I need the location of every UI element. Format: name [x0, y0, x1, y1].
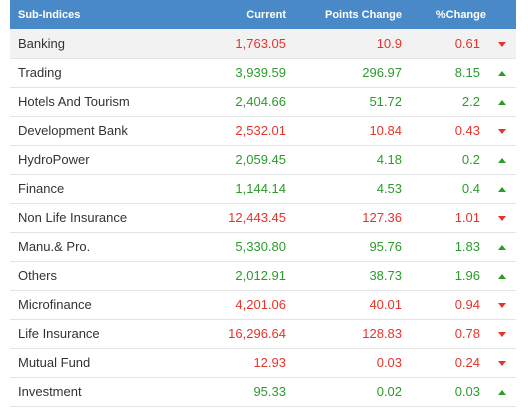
- points-change-value: 0.03: [376, 355, 402, 370]
- table-row[interactable]: Others 2,012.91 38.73 1.96: [10, 261, 516, 290]
- current-value: 16,296.64: [228, 326, 286, 341]
- table-row[interactable]: Life Insurance 16,296.64 128.83 0.78: [10, 319, 516, 348]
- up-arrow-icon: [498, 187, 506, 193]
- points-change-value: 40.01: [369, 297, 402, 312]
- sub-index-name[interactable]: Trading: [18, 65, 62, 80]
- pct-change-value: 1.01: [454, 210, 480, 225]
- pct-change-value: 0.78: [454, 326, 480, 341]
- sub-indices-table-container: Sub-Indices Current Points Change %Chang…: [10, 0, 516, 407]
- current-value: 2,012.91: [235, 268, 286, 283]
- table-row[interactable]: Mutual Fund 12.93 0.03 0.24: [10, 348, 516, 377]
- down-arrow-icon: [498, 332, 506, 338]
- down-arrow-icon: [498, 303, 506, 309]
- triangle-up-icon: [488, 174, 516, 203]
- column-header-points-change[interactable]: Points Change: [324, 8, 402, 21]
- up-arrow-icon: [498, 245, 506, 251]
- pct-change-value: 0.94: [454, 297, 480, 312]
- triangle-up-icon: [488, 87, 516, 116]
- current-value: 95.33: [253, 384, 286, 399]
- triangle-up-icon: [488, 377, 516, 406]
- table-row[interactable]: Finance 1,144.14 4.53 0.4: [10, 174, 516, 203]
- pct-change-value: 0.03: [454, 384, 480, 399]
- table-row[interactable]: Banking 1,763.05 10.9 0.61: [10, 29, 516, 58]
- table-row[interactable]: Manu.& Pro. 5,330.80 95.76 1.83: [10, 232, 516, 261]
- triangle-down-icon: [488, 116, 516, 145]
- sub-indices-table: Sub-Indices Current Points Change %Chang…: [10, 0, 516, 407]
- sub-index-name[interactable]: Finance: [18, 181, 65, 196]
- sub-index-name[interactable]: Hotels And Tourism: [18, 94, 130, 109]
- sub-index-name[interactable]: Non Life Insurance: [18, 210, 128, 225]
- sub-index-name[interactable]: Manu.& Pro.: [18, 239, 91, 254]
- down-arrow-icon: [498, 361, 506, 367]
- table-row[interactable]: Microfinance 4,201.06 40.01 0.94: [10, 290, 516, 319]
- current-value: 3,939.59: [235, 65, 286, 80]
- pct-change-value: 1.83: [454, 239, 480, 254]
- pct-change-value: 0.43: [454, 123, 480, 138]
- points-change-value: 51.72: [369, 94, 402, 109]
- current-value: 2,532.01: [235, 123, 286, 138]
- triangle-up-icon: [488, 232, 516, 261]
- pct-change-value: 1.96: [454, 268, 480, 283]
- sub-index-name[interactable]: HydroPower: [18, 152, 90, 167]
- current-value: 5,330.80: [235, 239, 286, 254]
- table-row[interactable]: Trading 3,939.59 296.97 8.15: [10, 58, 516, 87]
- current-value: 1,763.05: [235, 35, 286, 51]
- up-arrow-icon: [498, 390, 506, 396]
- sub-index-name[interactable]: Mutual Fund: [18, 355, 91, 370]
- table-row[interactable]: HydroPower 2,059.45 4.18 0.2: [10, 145, 516, 174]
- sub-index-name[interactable]: Development Bank: [18, 123, 128, 138]
- column-header-pct-change[interactable]: %Change: [435, 8, 486, 21]
- points-change-value: 296.97: [362, 65, 402, 80]
- table-header-row: Sub-Indices Current Points Change %Chang…: [10, 0, 516, 29]
- sub-index-name[interactable]: Banking: [18, 35, 65, 51]
- points-change-value: 127.36: [362, 210, 402, 225]
- points-change-value: 4.18: [376, 152, 402, 167]
- up-arrow-icon: [498, 158, 506, 164]
- pct-change-value: 0.4: [461, 181, 480, 196]
- table-row[interactable]: Development Bank 2,532.01 10.84 0.43: [10, 116, 516, 145]
- points-change-value: 10.9: [376, 35, 402, 51]
- triangle-down-icon: [488, 29, 516, 58]
- up-arrow-icon: [498, 274, 506, 280]
- table-body: Banking 1,763.05 10.9 0.61 Trading 3,939.59 29…: [10, 29, 516, 406]
- table-row[interactable]: Hotels And Tourism 2,404.66 51.72 2.2: [10, 87, 516, 116]
- current-value: 2,404.66: [235, 94, 286, 109]
- points-change-value: 4.53: [376, 181, 402, 196]
- sub-index-name[interactable]: Microfinance: [18, 297, 92, 312]
- down-arrow-icon: [498, 129, 506, 135]
- points-change-value: 10.84: [369, 123, 402, 138]
- column-header-sub-indices[interactable]: Sub-Indices: [18, 8, 81, 21]
- up-arrow-icon: [498, 100, 506, 106]
- sub-index-name[interactable]: Life Insurance: [18, 326, 100, 341]
- pct-change-value: 0.2: [461, 152, 480, 167]
- current-value: 1,144.14: [235, 181, 286, 196]
- current-value: 12.93: [253, 355, 286, 370]
- sub-index-name[interactable]: Investment: [18, 384, 82, 399]
- current-value: 2,059.45: [235, 152, 286, 167]
- points-change-value: 95.76: [369, 239, 402, 254]
- pct-change-value: 0.24: [454, 355, 480, 370]
- down-arrow-icon: [498, 216, 506, 222]
- points-change-value: 0.02: [376, 384, 402, 399]
- up-arrow-icon: [498, 71, 506, 77]
- column-header-current[interactable]: Current: [246, 8, 286, 21]
- points-change-value: 38.73: [369, 268, 402, 283]
- triangle-down-icon: [488, 203, 516, 232]
- current-value: 12,443.45: [228, 210, 286, 225]
- table-row[interactable]: Investment 95.33 0.02 0.03: [10, 377, 516, 406]
- triangle-up-icon: [488, 145, 516, 174]
- pct-change-value: 2.2: [461, 94, 480, 109]
- triangle-up-icon: [488, 58, 516, 87]
- table-row[interactable]: Non Life Insurance 12,443.45 127.36 1.01: [10, 203, 516, 232]
- triangle-down-icon: [488, 348, 516, 377]
- points-change-value: 128.83: [362, 326, 402, 341]
- pct-change-value: 0.61: [454, 35, 480, 51]
- triangle-down-icon: [488, 290, 516, 319]
- down-arrow-icon: [498, 41, 506, 47]
- current-value: 4,201.06: [235, 297, 286, 312]
- pct-change-value: 8.15: [454, 65, 480, 80]
- sub-index-name[interactable]: Others: [18, 268, 58, 283]
- triangle-down-icon: [488, 319, 516, 348]
- triangle-up-icon: [488, 261, 516, 290]
